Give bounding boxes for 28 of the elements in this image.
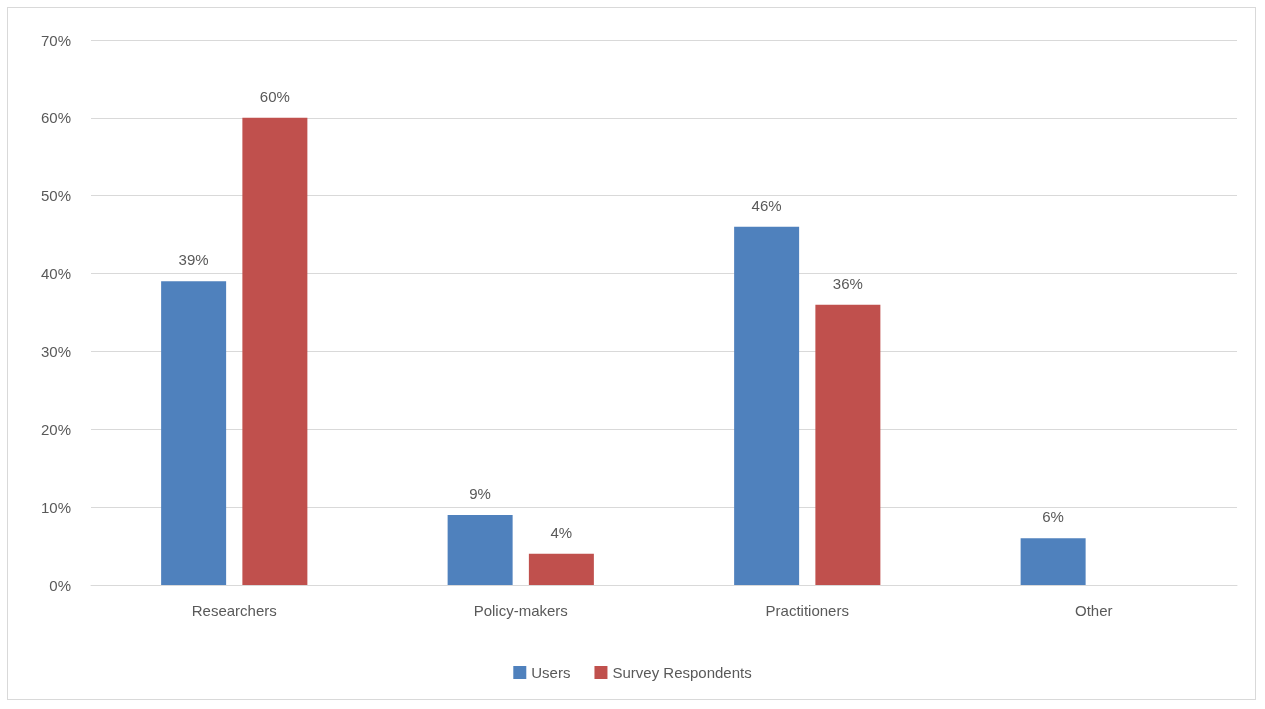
- bar: [815, 304, 881, 585]
- y-tick-label: 30%: [40, 342, 71, 360]
- x-tick-label: Other: [1074, 602, 1113, 619]
- bar: [528, 553, 594, 585]
- x-tick-label: Practitioners: [765, 602, 849, 619]
- bar: [242, 117, 308, 585]
- data-label: 36%: [832, 274, 863, 292]
- y-tick-label: 10%: [40, 498, 71, 516]
- x-tick-label: Policy-makers: [473, 602, 568, 619]
- bar: [734, 226, 800, 585]
- bar: [447, 514, 513, 585]
- data-label: 4%: [550, 523, 573, 541]
- y-tick-label: 40%: [40, 265, 71, 283]
- y-tick-label: 50%: [40, 187, 71, 205]
- bar: [161, 281, 227, 585]
- bar: [1020, 538, 1086, 585]
- legend-label: Survey Respondents: [612, 664, 752, 681]
- legend-label: Users: [531, 664, 571, 681]
- data-label: 39%: [178, 251, 209, 269]
- y-tick-label: 0%: [49, 576, 71, 594]
- data-label: 6%: [1042, 508, 1064, 526]
- data-label: 60%: [259, 87, 290, 105]
- y-tick-label: 20%: [40, 420, 71, 438]
- x-tick-label: Researchers: [191, 602, 277, 619]
- y-tick-label: 70%: [40, 31, 71, 49]
- y-tick-label: 60%: [40, 109, 71, 127]
- data-label: 9%: [469, 484, 491, 502]
- data-label: 46%: [751, 196, 782, 214]
